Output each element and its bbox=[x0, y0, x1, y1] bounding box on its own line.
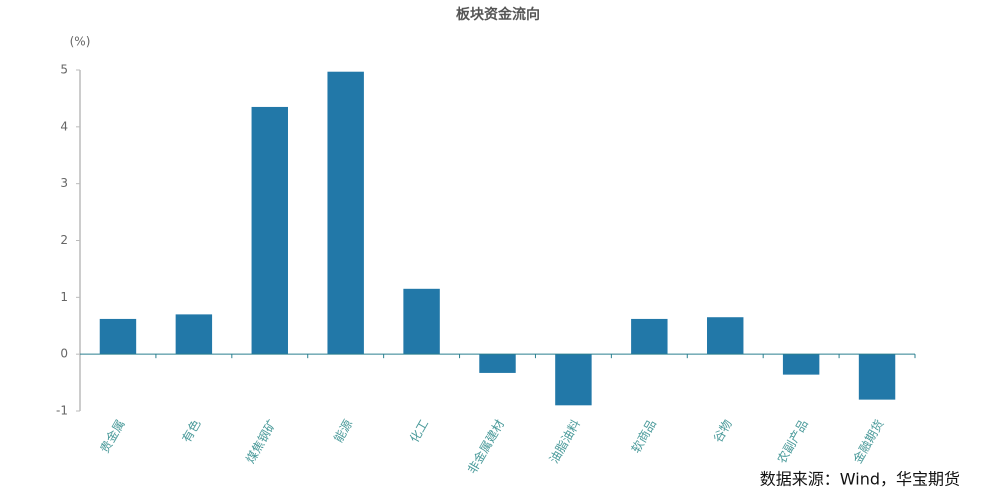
bar bbox=[403, 288, 440, 355]
bar bbox=[99, 318, 137, 355]
bar bbox=[707, 317, 744, 355]
x-tick-label: 油脂油料 bbox=[546, 417, 583, 466]
bar bbox=[175, 314, 213, 355]
bar bbox=[251, 106, 288, 355]
y-tick-label: 2 bbox=[60, 233, 68, 247]
bar bbox=[479, 354, 516, 373]
x-tick-label: 软商品 bbox=[628, 417, 659, 456]
y-tick-label: 3 bbox=[60, 176, 68, 190]
y-axis-label: (%) bbox=[70, 35, 91, 49]
y-tick-label: 5 bbox=[60, 63, 68, 77]
x-tick-label: 能源 bbox=[331, 417, 355, 445]
x-tick-label: 化工 bbox=[407, 417, 431, 445]
y-tick-label: 4 bbox=[60, 119, 68, 133]
x-tick-label: 农副产品 bbox=[775, 417, 811, 466]
bar bbox=[555, 354, 592, 406]
x-tick-label: 煤焦钢矿 bbox=[243, 417, 279, 466]
chart-title: 板块资金流向 bbox=[456, 6, 540, 23]
y-tick-label: 1 bbox=[60, 290, 68, 304]
x-tick-label: 非金属建材 bbox=[464, 417, 507, 476]
bar bbox=[858, 354, 896, 400]
x-tick-label: 谷物 bbox=[711, 417, 735, 445]
y-tick-label: -1 bbox=[56, 404, 68, 418]
x-tick-label: 金融期货 bbox=[850, 417, 887, 466]
x-tick-label: 有色 bbox=[179, 417, 203, 445]
bar bbox=[327, 71, 364, 355]
bar bbox=[782, 354, 820, 375]
y-tick-label: 0 bbox=[60, 347, 68, 361]
x-tick-label: 贵金属 bbox=[97, 417, 128, 456]
bar bbox=[631, 318, 668, 355]
source-note: 数据来源：Wind，华宝期货 bbox=[760, 470, 960, 489]
